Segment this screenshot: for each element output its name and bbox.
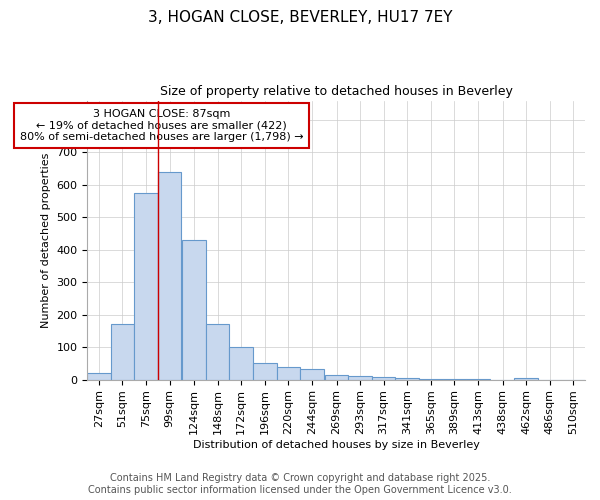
Bar xyxy=(158,172,181,380)
Bar xyxy=(229,347,253,380)
X-axis label: Distribution of detached houses by size in Beverley: Distribution of detached houses by size … xyxy=(193,440,479,450)
Bar xyxy=(419,378,443,380)
Text: Contains HM Land Registry data © Crown copyright and database right 2025.
Contai: Contains HM Land Registry data © Crown c… xyxy=(88,474,512,495)
Y-axis label: Number of detached properties: Number of detached properties xyxy=(41,152,50,328)
Text: 3 HOGAN CLOSE: 87sqm
← 19% of detached houses are smaller (422)
80% of semi-deta: 3 HOGAN CLOSE: 87sqm ← 19% of detached h… xyxy=(20,109,304,142)
Title: Size of property relative to detached houses in Beverley: Size of property relative to detached ho… xyxy=(160,85,512,98)
Bar xyxy=(514,378,538,380)
Bar xyxy=(206,324,229,380)
Bar xyxy=(134,193,158,380)
Bar xyxy=(277,366,300,380)
Text: 3, HOGAN CLOSE, BEVERLEY, HU17 7EY: 3, HOGAN CLOSE, BEVERLEY, HU17 7EY xyxy=(148,10,452,25)
Bar xyxy=(325,376,349,380)
Bar xyxy=(372,377,395,380)
Bar xyxy=(87,373,110,380)
Bar xyxy=(182,240,206,380)
Bar xyxy=(395,378,419,380)
Bar xyxy=(300,369,324,380)
Bar xyxy=(110,324,134,380)
Bar xyxy=(349,376,372,380)
Bar xyxy=(253,362,277,380)
